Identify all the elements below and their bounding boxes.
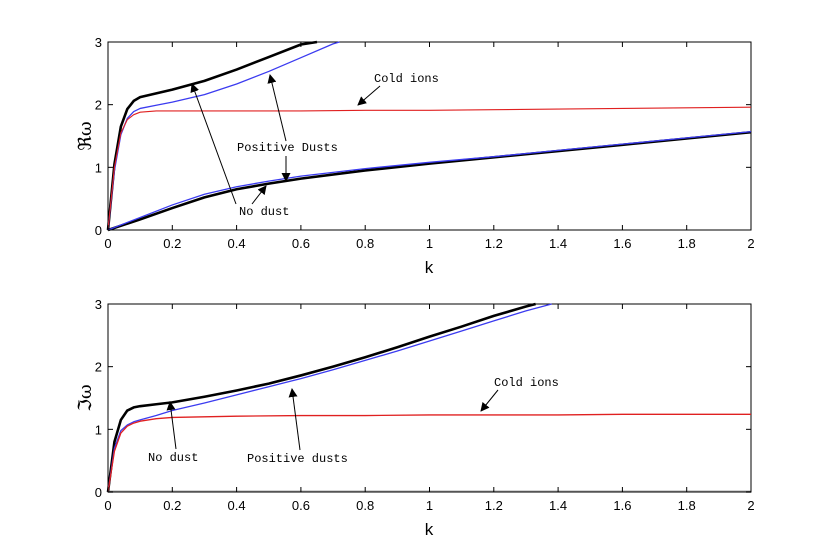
bottom-y-tick-label-0: 0 xyxy=(95,485,102,500)
bottom-y-tick-label-3: 3 xyxy=(95,297,102,312)
top-y-tick-label-3: 3 xyxy=(95,35,102,50)
bottom-x-axis-label: k xyxy=(425,520,434,539)
bottom-arrow-positive-dusts xyxy=(288,388,301,451)
bottom-x-tick-label-5: 1 xyxy=(426,498,433,513)
top-x-tick-label-4: 0.8 xyxy=(356,236,374,251)
top-y-tick-label-0: 0 xyxy=(95,223,102,238)
top-x-tick-label-6: 1.2 xyxy=(485,236,503,251)
top-x-tick-label-8: 1.6 xyxy=(613,236,631,251)
top-arrow-no-dust-right xyxy=(251,185,267,205)
bottom-arrow-no-dust xyxy=(166,401,177,450)
top-x-tick-label-7: 1.4 xyxy=(549,236,567,251)
bottom-series-line-2 xyxy=(107,413,751,493)
bottom-x-tick-label-8: 1.6 xyxy=(613,498,631,513)
top-arrow-cold-ions xyxy=(357,85,381,106)
bottom-annotation-no-dust: No dust xyxy=(148,451,198,465)
bottom-x-tick-label-6: 1.2 xyxy=(485,498,503,513)
bottom-ticks-group: 0 0.2 0.4 0.6 0.8 1 1.2 1.4 1.6 1.8 2 0 1 2 3 xyxy=(95,297,755,513)
top-series-line-0 xyxy=(106,40,318,231)
bottom-series-group xyxy=(106,302,751,493)
bottom-y-tick-label-1: 1 xyxy=(95,422,102,437)
bottom-series-line-0 xyxy=(106,302,536,493)
top-annotation-cold-ions: Cold ions xyxy=(374,72,439,86)
top-y-axis-label: ℜω xyxy=(75,121,96,150)
bottom-y-tick-label-2: 2 xyxy=(95,360,102,375)
top-arrow-positive-dusts-up xyxy=(267,74,287,142)
bottom-y-axis-label: ℑω xyxy=(75,384,96,411)
top-annotations: Cold ions Positive Dusts No dust xyxy=(190,72,439,219)
top-series-group xyxy=(106,40,752,232)
bottom-x-tick-label-0: 0 xyxy=(104,498,111,513)
bottom-chart: 0 0.2 0.4 0.6 0.8 1 1.2 1.4 1.6 1.8 2 0 1 2 3 k ℑω Col… xyxy=(75,297,755,539)
bottom-x-tick-label-9: 1.8 xyxy=(678,498,696,513)
top-x-tick-label-5: 1 xyxy=(426,236,433,251)
bottom-x-tick-label-2: 0.4 xyxy=(228,498,246,513)
bottom-annotations: Cold ions No dust Positive dusts xyxy=(148,376,559,466)
top-x-tick-label-0: 0 xyxy=(104,236,111,251)
top-y-tick-label-1: 1 xyxy=(95,160,102,175)
top-x-tick-label-10: 2 xyxy=(747,236,754,251)
top-series-line-3 xyxy=(107,130,752,232)
top-x-axis-label: k xyxy=(425,258,434,277)
top-annotation-positive-dusts: Positive Dusts xyxy=(237,141,338,155)
top-x-tick-label-3: 0.6 xyxy=(292,236,310,251)
bottom-x-tick-label-1: 0.2 xyxy=(163,498,181,513)
bottom-series-line-1 xyxy=(107,303,552,493)
top-chart: 0 0.2 0.4 0.6 0.8 1 1.2 1.4 1.6 1.8 2 0 1 2 3 k ℜω Col… xyxy=(75,35,755,277)
top-series-line-1 xyxy=(107,41,340,231)
top-series-line-4 xyxy=(107,130,752,231)
bottom-x-tick-label-10: 2 xyxy=(747,498,754,513)
top-ticks-group: 0 0.2 0.4 0.6 0.8 1 1.2 1.4 1.6 1.8 2 0 1 2 3 xyxy=(95,35,755,251)
bottom-annotation-positive-dusts: Positive dusts xyxy=(247,452,348,466)
top-annotation-no-dust: No dust xyxy=(239,205,289,219)
top-x-tick-label-1: 0.2 xyxy=(163,236,181,251)
top-series-line-2 xyxy=(107,106,752,231)
top-plot-frame xyxy=(107,41,752,231)
bottom-x-tick-label-3: 0.6 xyxy=(292,498,310,513)
top-x-tick-label-2: 0.4 xyxy=(228,236,246,251)
bottom-x-tick-label-7: 1.4 xyxy=(549,498,567,513)
top-arrow-no-dust-up xyxy=(190,83,237,205)
bottom-annotation-cold-ions: Cold ions xyxy=(494,376,559,390)
bottom-arrow-cold-ions xyxy=(480,389,499,412)
bottom-x-tick-label-4: 0.8 xyxy=(356,498,374,513)
top-x-tick-label-9: 1.8 xyxy=(678,236,696,251)
top-y-tick-label-2: 2 xyxy=(95,98,102,113)
